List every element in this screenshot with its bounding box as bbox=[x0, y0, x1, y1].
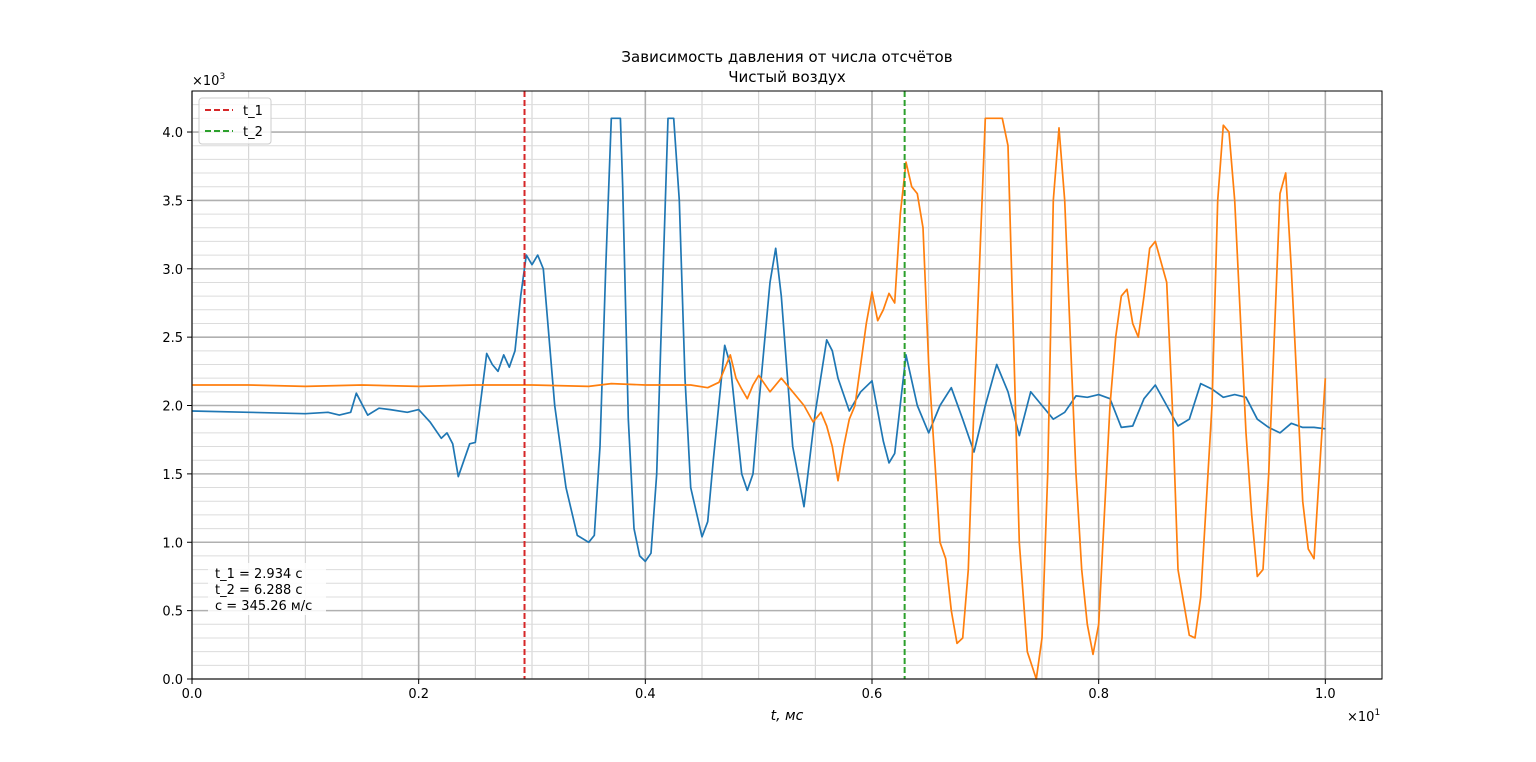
series-line-0 bbox=[191, 117, 1326, 563]
legend-label-t1: t_1 bbox=[243, 104, 263, 119]
y-tick-label: 4.0 bbox=[162, 126, 183, 141]
y-tick-label: 1.5 bbox=[162, 468, 183, 483]
x-tick-label: 0.4 bbox=[635, 687, 656, 702]
x-tick-label: 0.6 bbox=[862, 687, 883, 702]
chart-subtitle: Чистый воздух bbox=[728, 68, 846, 86]
legend-label-t2: t_2 bbox=[243, 125, 263, 140]
x-tick-label: 0.2 bbox=[408, 687, 429, 702]
y-tick-label: 0.0 bbox=[162, 673, 183, 688]
annotation-background bbox=[208, 563, 326, 615]
x-axis: 0.0 0.2 0.4 0.6 0.8 1.0 bbox=[182, 679, 1336, 702]
x-axis-label: t, мс bbox=[771, 708, 804, 724]
y-tick-label: 3.0 bbox=[162, 263, 183, 278]
annotation-line-3: c = 345.26 м/с bbox=[215, 599, 312, 614]
y-tick-label: 1.0 bbox=[162, 536, 183, 551]
y-tick-label: 2.5 bbox=[162, 331, 183, 346]
y-tick-label: 0.5 bbox=[162, 605, 183, 620]
annotation-box: t_1 = 2.934 с t_2 = 6.288 с c = 345.26 м… bbox=[208, 563, 326, 615]
y-multiplier: ×103 bbox=[192, 72, 225, 89]
plot-frame bbox=[191, 90, 1383, 680]
chart-title: Зависимость давления от числа отсчётов bbox=[621, 48, 952, 66]
x-multiplier: ×101 bbox=[1347, 708, 1380, 725]
annotation-line-2: t_2 = 6.288 с bbox=[215, 583, 303, 598]
y-tick-label: 3.5 bbox=[162, 194, 183, 209]
x-tick-label: 0.0 bbox=[182, 687, 203, 702]
vlines bbox=[523, 91, 906, 679]
plot-area bbox=[191, 117, 1327, 680]
series-line-1 bbox=[192, 117, 1327, 680]
y-tick-label: 2.0 bbox=[162, 400, 183, 415]
x-tick-label: 1.0 bbox=[1315, 687, 1336, 702]
x-tick-label: 0.8 bbox=[1088, 687, 1109, 702]
y-axis: 0.0 0.5 1.0 1.5 2.0 2.5 3.0 3.5 4.0 bbox=[162, 126, 192, 688]
annotation-line-1: t_1 = 2.934 с bbox=[215, 567, 303, 582]
legend: t_1 t_2 bbox=[198, 97, 272, 145]
